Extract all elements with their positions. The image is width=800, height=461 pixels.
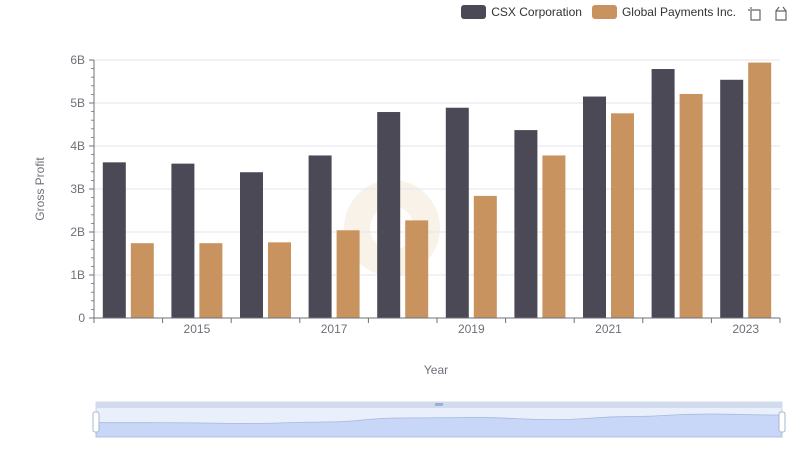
bar-global-payments-2023[interactable]: [748, 62, 772, 318]
legend-swatch-csx: [461, 5, 487, 19]
data-zoom-slider[interactable]: [92, 401, 786, 438]
bar-csx-2016[interactable]: [240, 172, 263, 318]
bar-global-payments-2019[interactable]: [473, 195, 497, 318]
box-zoom-icon[interactable]: [747, 6, 763, 22]
y-tick-label: 0: [78, 311, 85, 325]
y-tick-label: 3B: [70, 182, 85, 196]
restore-icon[interactable]: [773, 6, 789, 22]
bar-global-payments-2021[interactable]: [611, 113, 634, 318]
legend-label-csx: CSX Corporation: [491, 5, 582, 19]
y-tick-label: 2B: [70, 225, 85, 239]
bar-csx-2017[interactable]: [308, 155, 332, 318]
x-tick-label: 2015: [184, 322, 211, 336]
legend-item-csx[interactable]: CSX Corporation: [461, 5, 582, 19]
data-zoom-preview: [95, 413, 783, 438]
bar-global-payments-2020[interactable]: [542, 155, 566, 318]
x-tick-label: 2023: [732, 322, 759, 336]
x-axis-ticks: 2015 2017 2019 2021 2023: [93, 318, 781, 336]
bar-csx-2020[interactable]: [514, 130, 538, 318]
bars: [102, 62, 772, 318]
bar-csx-2018[interactable]: [377, 112, 401, 318]
bar-csx-2022[interactable]: [651, 69, 675, 318]
y-tick-label: 4B: [70, 139, 85, 153]
x-tick-label: 2017: [321, 322, 348, 336]
legend: CSX Corporation Global Payments Inc.: [461, 3, 736, 21]
bar-csx-2019[interactable]: [445, 107, 469, 318]
legend-item-global-payments[interactable]: Global Payments Inc.: [591, 5, 736, 19]
bar-global-payments-2014[interactable]: [130, 243, 154, 318]
data-zoom-selection[interactable]: [96, 408, 782, 437]
y-tick-label: 6B: [70, 53, 85, 67]
bar-global-payments-2022[interactable]: [679, 93, 703, 318]
y-axis-title: Gross Profit: [33, 157, 47, 221]
y-axis-ticks: 0 1B 2B 3B 4B 5B 6B: [70, 53, 94, 325]
bar-csx-2014[interactable]: [102, 162, 126, 318]
bar-global-payments-2016[interactable]: [268, 242, 291, 318]
legend-swatch-global-payments: [591, 5, 617, 19]
bar-csx-2015[interactable]: [171, 163, 195, 318]
bar-csx-2023[interactable]: [720, 79, 744, 318]
y-tick-label: 1B: [70, 268, 85, 282]
data-zoom-grip-icon[interactable]: [435, 403, 443, 406]
x-axis-title: Year: [424, 363, 448, 377]
data-zoom-left-handle[interactable]: [92, 411, 100, 433]
x-tick-label: 2019: [458, 322, 485, 336]
y-tick-label: 5B: [70, 96, 85, 110]
bar-global-payments-2015[interactable]: [199, 243, 223, 318]
legend-label-global-payments: Global Payments Inc.: [621, 5, 736, 19]
data-zoom-right-handle[interactable]: [778, 411, 786, 433]
bar-global-payments-2018[interactable]: [405, 220, 429, 318]
bar-csx-2021[interactable]: [583, 96, 606, 318]
bar-global-payments-2017[interactable]: [336, 230, 360, 318]
x-tick-label: 2021: [595, 322, 622, 336]
